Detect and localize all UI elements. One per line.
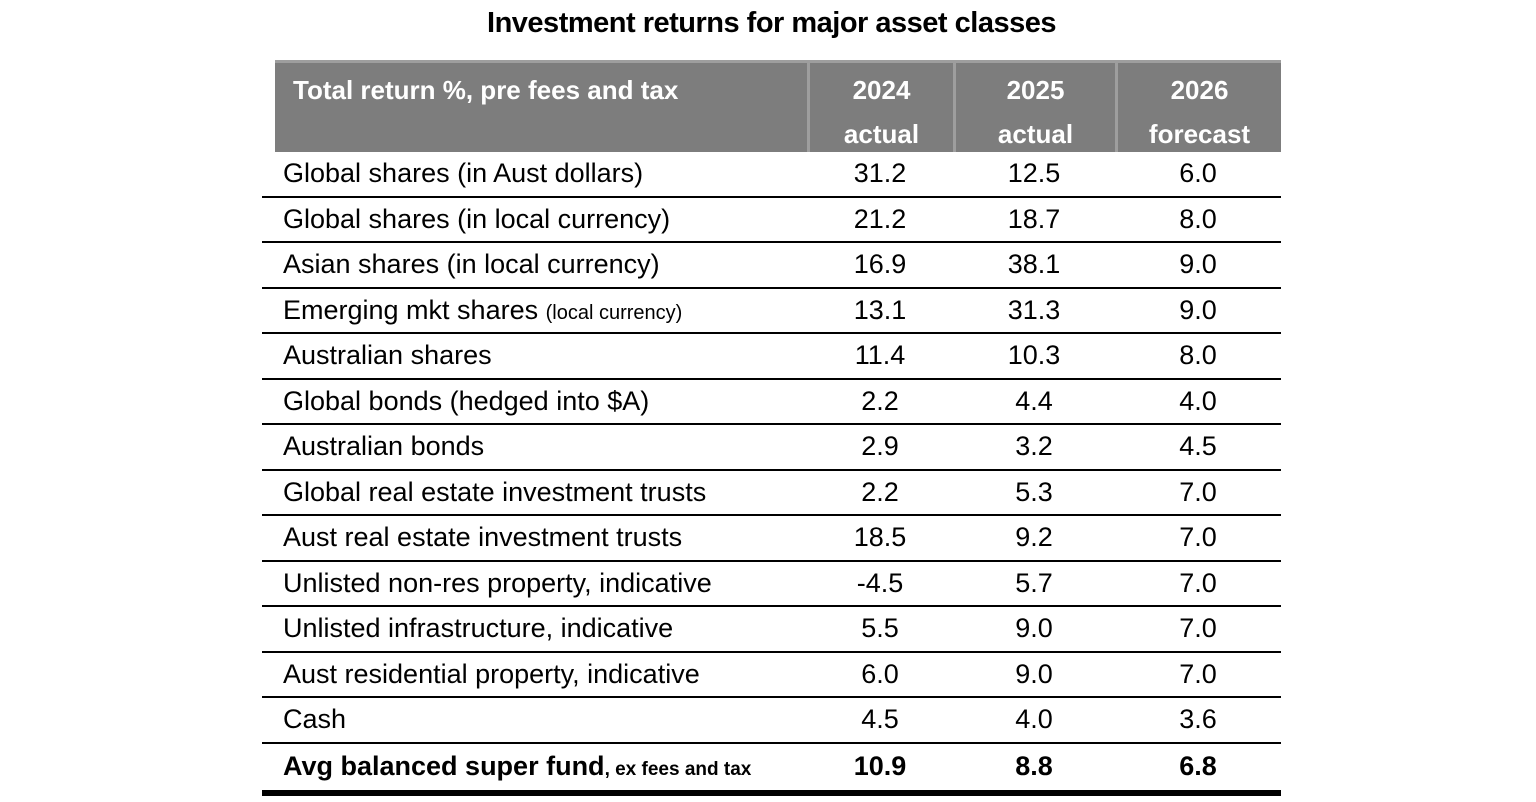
- header-col-2025: 2025 actual: [953, 63, 1115, 152]
- value-2024: 2.9: [861, 431, 899, 462]
- returns-table: Total return %, pre fees and tax 2024 ac…: [262, 60, 1281, 796]
- year-label: 2026: [1170, 75, 1229, 105]
- value-2026: 8.0: [1179, 340, 1217, 371]
- header-col-2024: 2024 actual: [807, 63, 953, 152]
- asset-class-label: Global bonds (hedged into $A): [283, 385, 650, 416]
- asset-class-label: Global shares (in Aust dollars): [283, 158, 644, 189]
- value-2026: 7.0: [1179, 476, 1217, 507]
- asset-class-label: Unlisted infrastructure, indicative: [283, 613, 674, 644]
- page-title: Investment returns for major asset class…: [487, 7, 1056, 39]
- period-label: forecast: [1148, 119, 1251, 149]
- value-2024: 31.2: [853, 158, 907, 189]
- label-suffix: (local currency): [545, 301, 683, 324]
- value-2025: 5.3: [1015, 476, 1053, 507]
- value-2026: 7.0: [1179, 658, 1217, 689]
- value-2025: 31.3: [1007, 294, 1061, 325]
- table-row-australian-bonds: Australian bonds 2.9 3.2 4.5: [262, 425, 1281, 471]
- asset-class-label: Aust residential property, indicative: [283, 658, 700, 689]
- value-2025: 4.4: [1015, 385, 1053, 416]
- table-row-asian-shares: Asian shares (in local currency) 16.9 38…: [262, 243, 1281, 289]
- value-2025: 8.8: [1015, 751, 1053, 781]
- table-row-aust-residential-property: Aust residential property, indicative 6.…: [262, 653, 1281, 698]
- asset-class-label: Avg balanced super fund, ex fees and tax: [283, 751, 752, 781]
- value-2024: 18.5: [853, 522, 907, 553]
- period-label: actual: [843, 119, 920, 149]
- value-2025: 5.7: [1015, 567, 1053, 598]
- asset-class-label: Cash: [283, 704, 347, 735]
- asset-class-label: Unlisted non-res property, indicative: [283, 567, 712, 598]
- asset-class-label: Global real estate investment trusts: [283, 476, 707, 507]
- asset-class-label: Global shares (in local currency): [283, 203, 671, 234]
- asset-class-label: Emerging mkt shares (local currency): [283, 294, 683, 325]
- value-2024: 10.9: [853, 751, 907, 781]
- value-2024: 11.4: [854, 340, 906, 371]
- value-2026: 4.0: [1179, 385, 1217, 416]
- value-2026: 3.6: [1179, 704, 1217, 735]
- value-2024: 4.5: [861, 704, 899, 735]
- header-col-2026: 2026 forecast: [1115, 63, 1281, 152]
- value-2025: 10.3: [1007, 340, 1061, 371]
- value-2025: 38.1: [1007, 249, 1061, 280]
- year-label: 2025: [1006, 75, 1065, 105]
- value-2024: 2.2: [861, 476, 899, 507]
- label-suffix: , ex fees and tax: [604, 759, 752, 780]
- value-2026: 8.0: [1179, 203, 1217, 234]
- value-2026: 6.0: [1179, 158, 1217, 189]
- value-2025: 9.0: [1015, 613, 1053, 644]
- value-2024: 2.2: [861, 385, 899, 416]
- value-2025: 4.0: [1015, 704, 1053, 735]
- asset-class-label: Aust real estate investment trusts: [283, 522, 683, 553]
- table-row-australian-shares: Australian shares 11.4 10.3 8.0: [262, 334, 1281, 380]
- period-label: actual: [997, 119, 1074, 149]
- value-2026: 9.0: [1179, 294, 1217, 325]
- header-corner-label: Total return %, pre fees and tax: [293, 75, 679, 105]
- value-2024: -4.5: [856, 567, 904, 598]
- value-2026: 7.0: [1179, 522, 1217, 553]
- table-row-unlisted-infrastructure: Unlisted infrastructure, indicative 5.5 …: [262, 607, 1281, 653]
- table-row-global-bonds: Global bonds (hedged into $A) 2.2 4.4 4.…: [262, 380, 1281, 425]
- table-row-global-shares-aud: Global shares (in Aust dollars) 31.2 12.…: [262, 152, 1281, 198]
- value-2024: 21.2: [853, 203, 907, 234]
- table-row-cash: Cash 4.5 4.0 3.6: [262, 698, 1281, 744]
- value-2025: 9.0: [1015, 658, 1053, 689]
- value-2025: 12.5: [1007, 158, 1061, 189]
- value-2026: 6.8: [1179, 751, 1217, 781]
- value-2024: 6.0: [861, 658, 899, 689]
- table-row-avg-balanced-super-fund: Avg balanced super fund, ex fees and tax…: [262, 744, 1281, 796]
- value-2024: 13.1: [853, 294, 907, 325]
- asset-class-label: Asian shares (in local currency): [283, 249, 660, 280]
- asset-class-label: Australian bonds: [283, 431, 485, 462]
- table-row-unlisted-nonres-property: Unlisted non-res property, indicative -4…: [262, 562, 1281, 607]
- value-2025: 9.2: [1015, 522, 1053, 553]
- table-row-global-shares-local: Global shares (in local currency) 21.2 1…: [262, 198, 1281, 243]
- table-body: Global shares (in Aust dollars) 31.2 12.…: [262, 152, 1281, 796]
- value-2026: 7.0: [1179, 567, 1217, 598]
- value-2024: 5.5: [861, 613, 899, 644]
- year-label: 2024: [852, 75, 911, 105]
- value-2025: 18.7: [1007, 203, 1061, 234]
- value-2026: 7.0: [1179, 613, 1217, 644]
- value-2024: 16.9: [853, 249, 907, 280]
- value-2026: 4.5: [1179, 431, 1217, 462]
- table-row-emerging-mkt-shares: Emerging mkt shares (local currency) 13.…: [262, 289, 1281, 334]
- table-row-global-reits: Global real estate investment trusts 2.2…: [262, 471, 1281, 516]
- table-header: Total return %, pre fees and tax 2024 ac…: [275, 60, 1281, 152]
- value-2025: 3.2: [1015, 431, 1053, 462]
- value-2026: 9.0: [1179, 249, 1217, 280]
- asset-class-label: Australian shares: [283, 340, 492, 371]
- table-row-aust-reits: Aust real estate investment trusts 18.5 …: [262, 516, 1281, 562]
